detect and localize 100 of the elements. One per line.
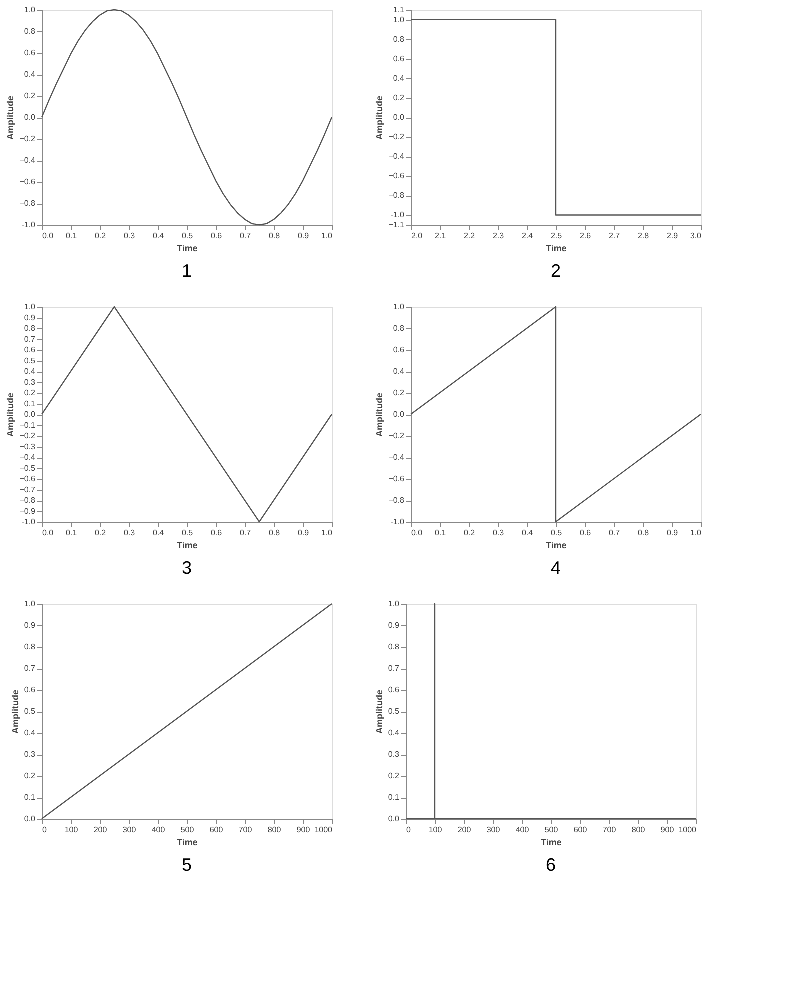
y-tick-label: 0.7 <box>388 664 400 673</box>
x-tick-label: 500 <box>180 826 195 834</box>
x-tick-label: 0.8 <box>268 528 281 538</box>
x-tick-label: 2.5 <box>550 232 563 240</box>
x-tick-label: 1.0 <box>321 528 334 538</box>
y-tick-label: −0.2 <box>20 432 36 440</box>
y-tick-label: 0.4 <box>24 70 36 79</box>
y-tick-label: 0.1 <box>388 793 400 802</box>
x-axis-title: Time <box>546 244 567 254</box>
y-tick-label: 0.6 <box>24 346 36 354</box>
y-tick-label: −0.7 <box>20 485 36 494</box>
y-tick-label: 0.1 <box>24 399 36 408</box>
y-tick-label: 0.2 <box>388 772 400 780</box>
x-tick-label: 0.4 <box>152 232 165 240</box>
y-tick-label: 0.3 <box>24 378 36 387</box>
x-tick-label: 0.5 <box>550 528 563 538</box>
y-tick-label: −0.8 <box>388 191 406 200</box>
x-tick-label: 200 <box>458 826 472 834</box>
y-tick-label: 1.0 <box>24 302 36 312</box>
y-tick-label: 0.5 <box>24 356 36 366</box>
x-tick-label: 0 <box>42 826 48 834</box>
y-tick-label: 0.8 <box>24 642 36 652</box>
y-tick-label: 0.6 <box>24 686 36 694</box>
y-axis-title: Amplitude <box>374 96 385 140</box>
x-tick-label: 0.4 <box>522 528 534 538</box>
x-tick-label: 0.6 <box>210 528 223 538</box>
x-tick-label: 2.8 <box>638 232 650 240</box>
y-tick-label: −0.3 <box>20 442 36 452</box>
x-tick-label: 0.8 <box>638 528 650 538</box>
y-tick-label: 0.4 <box>393 74 406 83</box>
x-tick-label: 0.0 <box>412 528 424 538</box>
y-tick-label: 1.0 <box>24 600 36 608</box>
x-tick-label: 200 <box>94 826 108 834</box>
x-tick-label: 0.7 <box>240 232 252 240</box>
x-tick-label: 1000 <box>678 826 698 834</box>
x-tick-label: 500 <box>544 826 559 834</box>
x-tick-label: 0.0 <box>42 528 54 538</box>
x-tick-label: 0.0 <box>42 232 54 240</box>
x-tick-label: 300 <box>122 826 137 834</box>
text: 5 <box>182 855 192 875</box>
x-tick-label: 900 <box>296 826 311 834</box>
x-tick-label: 0.2 <box>94 232 107 240</box>
x-tick-label: 2.1 <box>434 232 447 240</box>
y-tick-label: 0.0 <box>393 410 406 419</box>
y-tick-label: 0.0 <box>24 113 36 122</box>
y-tick-label: 0.9 <box>24 313 36 322</box>
y-tick-label: −0.8 <box>20 199 36 208</box>
x-axis-title: Time <box>546 540 567 550</box>
x-tick-label: 100 <box>64 826 79 834</box>
x-tick-label: 2.3 <box>492 232 505 240</box>
y-tick-label: 1.0 <box>388 600 400 608</box>
x-tick-label: 2.4 <box>522 232 534 240</box>
x-tick-label: 800 <box>268 826 282 834</box>
y-tick-label: −0.8 <box>388 496 406 505</box>
y-tick-label: −0.2 <box>388 432 406 440</box>
y-tick-label: 0.2 <box>24 388 36 398</box>
x-tick-label: 2.9 <box>666 232 679 240</box>
y-tick-label: −0.2 <box>20 134 36 144</box>
x-tick-label: 0.9 <box>298 528 310 538</box>
y-tick-label: 1.0 <box>393 15 406 24</box>
y-tick-label: 0.4 <box>24 367 36 376</box>
y-tick-label: 0.5 <box>24 707 36 716</box>
y-tick-label: −0.8 <box>20 496 36 505</box>
x-tick-label: 2.2 <box>464 232 476 240</box>
y-axis-title: Amplitude <box>374 393 385 437</box>
text: 4 <box>550 558 562 578</box>
y-axis-title: Amplitude <box>6 393 16 437</box>
x-tick-label: 0.8 <box>268 232 281 240</box>
y-tick-label: −0.6 <box>388 474 406 484</box>
text: 6 <box>546 855 556 875</box>
y-tick-label: 0.4 <box>388 728 400 738</box>
y-tick-label: −0.6 <box>388 172 406 181</box>
x-tick-label: 0.7 <box>608 528 621 538</box>
y-tick-label: 0.0 <box>388 814 400 824</box>
y-tick-label: −0.4 <box>20 156 36 165</box>
y-tick-label: -1.0 <box>390 518 406 526</box>
y-tick-label: 0.2 <box>24 92 36 100</box>
x-tick-label: 400 <box>516 826 530 834</box>
y-tick-label: −0.4 <box>388 152 406 162</box>
x-tick-label: 0.5 <box>182 528 194 538</box>
y-tick-label: 0.0 <box>24 410 36 419</box>
x-tick-label: 900 <box>660 826 675 834</box>
y-tick-label: 0.8 <box>388 642 400 652</box>
x-tick-label: 0.6 <box>580 528 592 538</box>
x-tick-label: 600 <box>210 826 224 834</box>
y-tick-label: -1.0 <box>22 220 36 230</box>
x-tick-label: 0.2 <box>464 528 476 538</box>
x-tick-label: 2.7 <box>608 232 621 240</box>
x-tick-label: 0.1 <box>66 232 78 240</box>
y-tick-label: 0.1 <box>24 793 36 802</box>
y-tick-label: 0.6 <box>393 346 406 354</box>
y-tick-label: 0.6 <box>393 54 406 64</box>
x-tick-label: 100 <box>428 826 443 834</box>
x-tick-label: 0.1 <box>434 528 447 538</box>
y-tick-label: 0.8 <box>393 324 406 333</box>
y-tick-label: 1.0 <box>393 302 406 312</box>
x-tick-label: 0.3 <box>492 528 505 538</box>
x-tick-label: 0 <box>406 826 412 834</box>
x-axis-title: Time <box>541 838 562 848</box>
y-tick-label: 0.0 <box>393 113 406 122</box>
